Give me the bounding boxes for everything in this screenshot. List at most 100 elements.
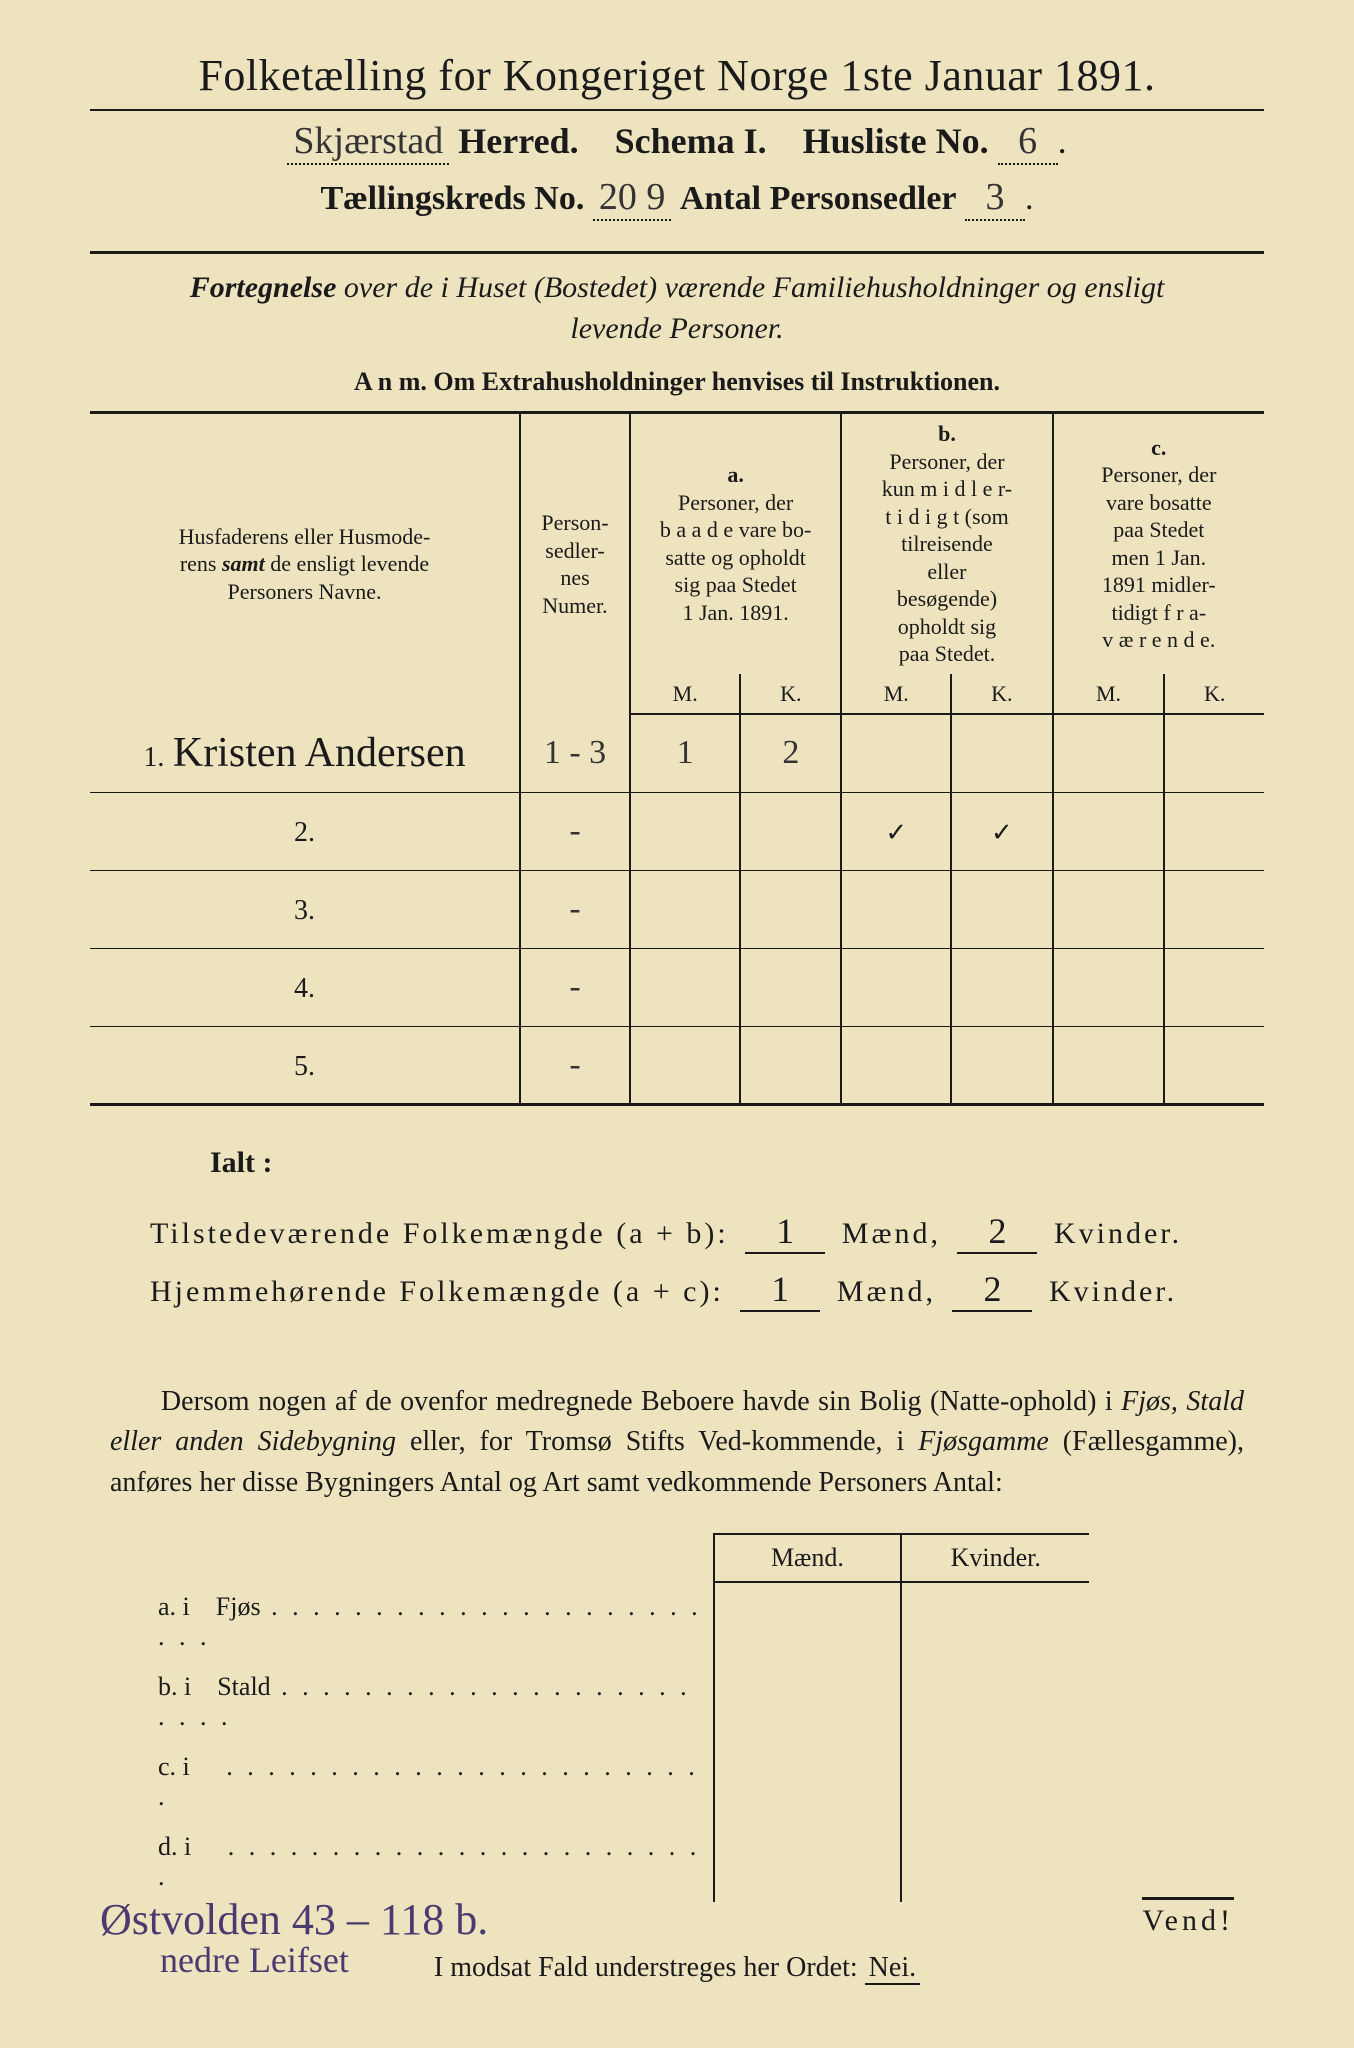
hjemme-m-value: 1 <box>740 1268 820 1312</box>
tilstede-m-value: 1 <box>745 1210 825 1254</box>
fjøs-row-label: b. i Stald . . . . . . . . . . . . . . .… <box>150 1662 714 1742</box>
census-form-page: Folketælling for Kongeriget Norge 1ste J… <box>0 0 1354 2048</box>
antal-value: 3 <box>965 175 1025 221</box>
row-b-k <box>951 870 1053 948</box>
table-row: 1. Kristen Andersen1 - 312 <box>90 714 1264 792</box>
row-numer: - <box>520 870 630 948</box>
row-num-name: 5. <box>90 1026 520 1104</box>
col-b-m: M. <box>841 674 951 715</box>
row-a-m <box>630 792 740 870</box>
row-num-name: 2. <box>90 792 520 870</box>
herred-label: Herred. <box>458 121 578 161</box>
row-numer: - <box>520 948 630 1026</box>
kreds-label: Tællingskreds No. <box>320 180 584 217</box>
antal-label: Antal Personsedler <box>680 180 957 217</box>
row-b-m <box>841 1026 951 1104</box>
col-c-header: c. Personer, dervare bosattepaa Stedetme… <box>1053 413 1264 674</box>
fjøs-paragraph: Dersom nogen af de ovenfor medregnede Be… <box>110 1382 1244 1504</box>
fjøs-row-k <box>901 1742 1089 1822</box>
row-c-k <box>1164 792 1264 870</box>
row-c-m <box>1053 1026 1165 1104</box>
row-a-k <box>740 1026 841 1104</box>
footnote-line2: nedre Leifset <box>160 1942 488 1978</box>
hjemme-k-value: 2 <box>952 1268 1032 1312</box>
fjøs-row-k <box>901 1662 1089 1742</box>
totals-tilstede: Tilstedeværende Folkemængde (a + b): 1 M… <box>150 1210 1264 1254</box>
row-num-name: 3. <box>90 870 520 948</box>
table-row: 3. - <box>90 870 1264 948</box>
herred-value: Skjærstad <box>287 119 449 165</box>
col-a-header: a. Personer, derb a a d e vare bo-satte … <box>630 413 841 674</box>
row-c-m <box>1053 948 1165 1026</box>
row-b-k <box>951 948 1053 1026</box>
row-a-m <box>630 1026 740 1104</box>
fjøs-row: a. i Fjøs . . . . . . . . . . . . . . . … <box>150 1582 1089 1662</box>
row-numer: - <box>520 792 630 870</box>
page-title: Folketælling for Kongeriget Norge 1ste J… <box>90 50 1264 111</box>
row-num-name: 4. <box>90 948 520 1026</box>
row-c-k <box>1164 714 1264 792</box>
fjøs-row-label: c. i . . . . . . . . . . . . . . . . . .… <box>150 1742 714 1822</box>
fjøs-row-m <box>714 1582 902 1662</box>
col-b-k: K. <box>951 674 1053 715</box>
col-a-k: K. <box>740 674 841 715</box>
fjøs-row: d. i . . . . . . . . . . . . . . . . . .… <box>150 1822 1089 1902</box>
fjøs-row: b. i Stald . . . . . . . . . . . . . . .… <box>150 1662 1089 1742</box>
table-row: 4. - <box>90 948 1264 1026</box>
row-b-m <box>841 870 951 948</box>
footnote-line1: Østvolden 43 – 118 b. <box>100 1898 488 1942</box>
row-b-k: ✓ <box>951 792 1053 870</box>
row-numer: 1 - 3 <box>520 714 630 792</box>
schema-label: Schema I. <box>615 121 767 161</box>
col-names-header: Husfaderens eller Husmode-rens samt de e… <box>90 413 520 715</box>
row-num-name: 1. Kristen Andersen <box>90 714 520 792</box>
totals-hjemme: Hjemmehørende Folkemængde (a + c): 1 Mæn… <box>150 1268 1264 1312</box>
col-numer-header: Person-sedler-nesNumer. <box>520 413 630 715</box>
fjøs-row-m <box>714 1742 902 1822</box>
kreds-value: 20 9 <box>593 175 672 221</box>
row-a-m: 1 <box>630 714 740 792</box>
row-a-k <box>740 870 841 948</box>
row-c-m <box>1053 792 1165 870</box>
fjøs-row: c. i . . . . . . . . . . . . . . . . . .… <box>150 1742 1089 1822</box>
row-c-m <box>1053 870 1165 948</box>
row-b-m <box>841 714 951 792</box>
row-c-k <box>1164 1026 1264 1104</box>
fjøs-row-label: d. i . . . . . . . . . . . . . . . . . .… <box>150 1822 714 1902</box>
fjøs-kvinder-header: Kvinder. <box>901 1534 1089 1582</box>
vend-label: Vend! <box>1142 1897 1234 1938</box>
fjøs-row-k <box>901 1822 1089 1902</box>
household-table: Husfaderens eller Husmode-rens samt de e… <box>90 411 1264 1106</box>
row-c-k <box>1164 870 1264 948</box>
row-a-k <box>740 948 841 1026</box>
header-line-3: Tællingskreds No. 20 9 Antal Personsedle… <box>90 175 1264 221</box>
table-row: 5. - <box>90 1026 1264 1104</box>
fjøs-row-k <box>901 1582 1089 1662</box>
handwritten-footnote: Østvolden 43 – 118 b. nedre Leifset <box>100 1898 488 1978</box>
ialt-label: Ialt : <box>210 1146 1264 1180</box>
row-c-m <box>1053 714 1165 792</box>
header-line-2: Skjærstad Herred. Schema I. Husliste No.… <box>90 119 1264 165</box>
col-c-k: K. <box>1164 674 1264 715</box>
col-b-header: b. Personer, derkun m i d l e r-t i d i … <box>841 413 1052 674</box>
row-a-m <box>630 870 740 948</box>
husliste-label: Husliste No. <box>803 121 989 161</box>
husliste-value: 6 <box>998 119 1058 165</box>
fjøs-table: Mænd. Kvinder. a. i Fjøs . . . . . . . .… <box>150 1533 1089 1902</box>
row-b-k <box>951 714 1053 792</box>
table-row: 2. - ✓✓ <box>90 792 1264 870</box>
col-a-m: M. <box>630 674 740 715</box>
nei-word: Nei. <box>865 1952 920 1985</box>
row-b-m: ✓ <box>841 792 951 870</box>
row-a-k: 2 <box>740 714 841 792</box>
fjøs-maend-header: Mænd. <box>714 1534 902 1582</box>
fjøs-row-m <box>714 1822 902 1902</box>
row-c-k <box>1164 948 1264 1026</box>
col-c-m: M. <box>1053 674 1165 715</box>
anm-note: A n m. Om Extrahusholdninger henvises ti… <box>90 367 1264 397</box>
row-b-m <box>841 948 951 1026</box>
subheader-text: FoFortegnelse over de i Huset (Bostedet)… <box>90 254 1264 355</box>
row-a-k <box>740 792 841 870</box>
fjøs-row-label: a. i Fjøs . . . . . . . . . . . . . . . … <box>150 1582 714 1662</box>
fjøs-row-m <box>714 1662 902 1742</box>
